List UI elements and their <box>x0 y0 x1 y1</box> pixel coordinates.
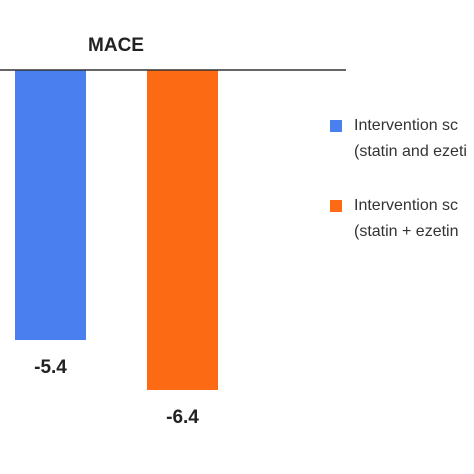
bar-series-2 <box>147 70 218 390</box>
legend-label-series-1-line-2: (statin and ezeti <box>354 143 467 160</box>
bars-group: -5.4 -6.4 <box>15 70 218 428</box>
legend-label-series-2: Intervention sc (statin + ezetin <box>354 193 459 245</box>
legend-swatch-series-1 <box>330 120 342 132</box>
legend-item-series-1: Intervention sc (statin and ezeti <box>330 113 474 171</box>
data-label-series-2: -6.4 <box>166 407 199 428</box>
legend-label-series-2-line-1: Intervention sc <box>354 197 459 214</box>
legend-label-series-2-line-2: (statin + ezetin <box>354 223 459 240</box>
bar-series-1 <box>15 70 86 340</box>
legend-label-series-1-line-1: Intervention sc <box>354 117 459 134</box>
legend: Intervention sc (statin and ezeti Interv… <box>330 113 474 273</box>
legend-label-series-1: Intervention sc (statin and ezeti <box>354 113 467 165</box>
legend-item-series-2: Intervention sc (statin + ezetin <box>330 193 474 251</box>
data-label-series-1: -5.4 <box>34 357 67 378</box>
legend-swatch-series-2 <box>330 200 342 212</box>
chart-title: MACE <box>88 35 144 56</box>
